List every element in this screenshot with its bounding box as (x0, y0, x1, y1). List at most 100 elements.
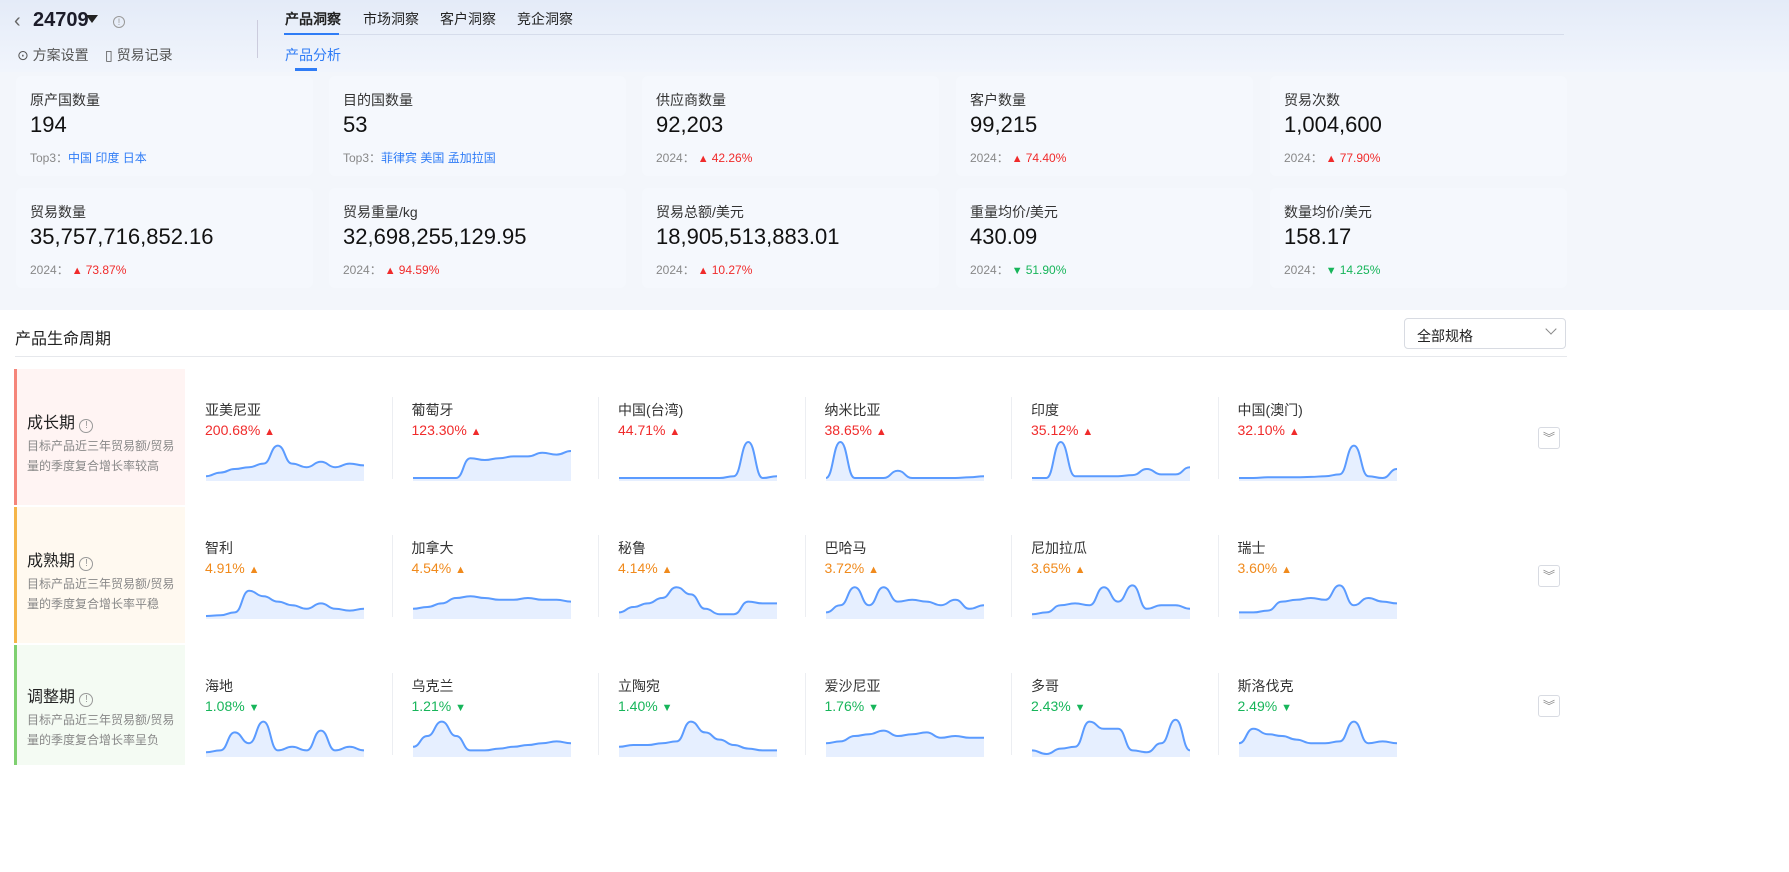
country-item[interactable]: 巴哈马 3.72% ▲ (804, 507, 1011, 643)
stage-desc: 目标产品近三年贸易额/贸易量的季度复合增长率平稳 (27, 577, 175, 611)
lifecycle-panel: 产品生命周期 全部规格 成长期 ! 目标产品近三年贸易额/贸易量的季度复合增长率… (0, 310, 1789, 872)
trade-records-link[interactable]: ▯ 贸易记录 (105, 47, 173, 63)
country-item[interactable]: 乌克兰 1.21% ▼ (391, 645, 598, 765)
expand-button[interactable]: ︾ (1538, 695, 1560, 717)
info-icon[interactable]: ! (113, 16, 125, 28)
country-name: 加拿大 (411, 540, 454, 556)
stat-sub-prefix: 2024： (30, 263, 69, 277)
sparkline-area (206, 445, 364, 481)
stat-sub-prefix: 2024： (1284, 151, 1323, 165)
stat-label: 贸易重量/kg (343, 204, 418, 220)
growth-rate-value: 4.14% (618, 560, 658, 576)
stat-sub-value: 菲律宾 美国 孟加拉国 (381, 151, 496, 165)
country-item[interactable]: 秘鲁 4.14% ▲ (598, 507, 804, 643)
sparkline-area (619, 721, 777, 757)
country-item[interactable]: 加拿大 4.54% ▲ (391, 507, 598, 643)
growth-rate: 3.72% ▲ (825, 560, 879, 576)
divider (1011, 397, 1012, 479)
stat-label: 贸易总额/美元 (656, 204, 744, 220)
growth-rate: 3.65% ▲ (1031, 560, 1085, 576)
spec-filter-select[interactable]: 全部规格 (1404, 318, 1566, 349)
country-item[interactable]: 斯洛伐克 2.49% ▼ (1217, 645, 1424, 765)
subtab-product-analysis[interactable]: 产品分析 (285, 47, 341, 63)
trend-up-icon: ▲ (1008, 153, 1026, 165)
stat-card: 客户数量 99,215 2024： ▲ 74.40% (956, 76, 1253, 176)
country-item[interactable]: 葡萄牙 123.30% ▲ (391, 369, 598, 505)
stat-sub: 2024： ▲ 77.90% (1284, 149, 1380, 166)
expand-button[interactable]: ︾ (1538, 565, 1560, 587)
info-icon[interactable]: ! (79, 693, 94, 707)
caret-down-icon[interactable] (86, 15, 98, 23)
tab-customer[interactable]: 客户洞察 (440, 11, 496, 27)
stage-name: 成长期 ! (27, 409, 94, 433)
country-item[interactable]: 印度 35.12% ▲ (1011, 369, 1217, 505)
country-name: 尼加拉瓜 (1031, 540, 1087, 556)
growth-rate-value: 3.65% (1031, 560, 1071, 576)
sparkline-line (1031, 584, 1191, 616)
stat-card: 供应商数量 92,203 2024： ▲ 42.26% (642, 76, 939, 176)
stat-sub-prefix: 2024： (1284, 263, 1323, 277)
stat-sub-prefix: 2024： (656, 263, 695, 277)
growth-rate-value: 3.60% (1237, 560, 1278, 576)
country-name: 亚美尼亚 (205, 402, 261, 418)
growth-rate: 44.71% ▲ (618, 422, 680, 438)
country-item[interactable]: 纳米比亚 38.65% ▲ (804, 369, 1011, 505)
stage-name-text: 成熟期 (27, 553, 76, 570)
divider (15, 356, 1567, 357)
arrow-down-icon: ▼ (661, 702, 673, 714)
country-name: 爱沙尼亚 (824, 678, 881, 694)
sparkline (825, 729, 984, 757)
stat-sub: Top3：菲律宾 美国 孟加拉国 (343, 149, 496, 166)
double-chevron-down-icon: ︾ (1542, 699, 1555, 713)
sparkline-area (619, 442, 777, 481)
sparkline-area (412, 451, 571, 481)
country-item[interactable]: 智利 4.91% ▲ (185, 507, 391, 643)
sparkline-area (825, 730, 984, 757)
country-item[interactable]: 中国(澳门) 32.10% ▲ (1217, 369, 1424, 505)
stat-label: 贸易次数 (1284, 92, 1340, 108)
growth-rate-value: 200.68% (205, 422, 261, 438)
stage-row: 调整期 ! 目标产品近三年贸易额/贸易量的季度复合增长率呈负 海地 1.08% … (14, 645, 1574, 765)
tab-market[interactable]: 市场洞察 (363, 11, 419, 27)
stat-sub: 2024： ▲ 42.26% (656, 149, 752, 166)
back-icon[interactable]: ‹ (14, 10, 21, 32)
sparkline-area (825, 442, 984, 481)
country-item[interactable]: 中国(台湾) 44.71% ▲ (598, 369, 804, 505)
sparkline-line (205, 444, 365, 478)
stat-sub-value: 94.59% (398, 263, 440, 277)
stat-value: 32,698,255,129.95 (343, 224, 527, 249)
country-item[interactable]: 海地 1.08% ▼ (185, 645, 391, 765)
tab-product[interactable]: 产品洞察 (285, 11, 341, 27)
sparkline (1031, 584, 1191, 619)
header: ‹ 24709 ! ⊙ 方案设置 ▯ 贸易记录 产品洞察 市场洞察 客户洞察 竞… (0, 0, 1789, 72)
growth-rate-value: 3.72% (824, 560, 865, 576)
stat-sub-value: 73.87% (85, 263, 127, 277)
arrow-up-icon: ▲ (470, 426, 482, 438)
arrow-up-icon: ▲ (661, 564, 673, 576)
country-name: 立陶宛 (618, 678, 660, 694)
divider (391, 673, 393, 755)
divider (391, 397, 393, 479)
country-item[interactable]: 尼加拉瓜 3.65% ▲ (1011, 507, 1217, 643)
country-item[interactable]: 爱沙尼亚 1.76% ▼ (804, 645, 1011, 765)
sparkline-line (412, 595, 571, 610)
scheme-code[interactable]: 24709 (33, 9, 89, 31)
arrow-down-icon: ▼ (455, 702, 466, 714)
sparkline (412, 595, 571, 619)
sparkline-area (1238, 585, 1397, 619)
country-item[interactable]: 亚美尼亚 200.68% ▲ (185, 369, 391, 505)
country-name: 中国(台湾) (618, 402, 684, 418)
trend-down-icon: ▼ (1008, 265, 1026, 277)
stat-value: 18,905,513,883.01 (656, 224, 840, 249)
info-icon[interactable]: ! (79, 557, 94, 571)
country-item[interactable]: 立陶宛 1.40% ▼ (598, 645, 804, 765)
stat-sub-value: 中国 印度 日本 (68, 151, 147, 165)
country-item[interactable]: 瑞士 3.60% ▲ (1217, 507, 1424, 643)
expand-button[interactable]: ︾ (1538, 427, 1560, 449)
scheme-settings-link[interactable]: ⊙ 方案设置 (17, 47, 89, 63)
stat-card: 数量均价/美元 158.17 2024： ▼ 14.25% (1270, 188, 1567, 288)
tab-competitor[interactable]: 竞企洞察 (517, 11, 573, 27)
country-item[interactable]: 多哥 2.43% ▼ (1011, 645, 1217, 765)
growth-rate: 200.68% ▲ (205, 422, 275, 438)
info-icon[interactable]: ! (79, 419, 94, 433)
